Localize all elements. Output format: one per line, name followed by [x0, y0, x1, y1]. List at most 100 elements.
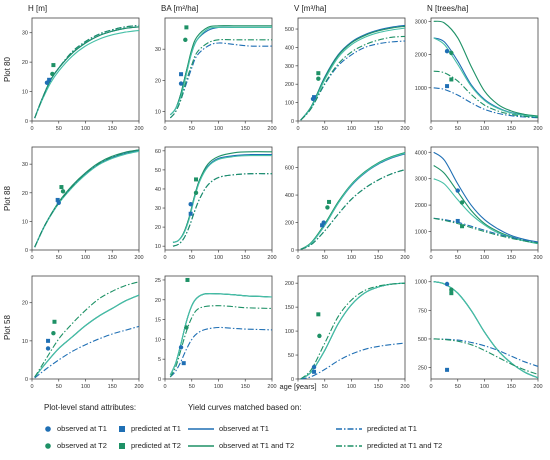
data-point	[188, 211, 193, 216]
series-line	[34, 24, 140, 119]
column-title: N [trees/ha]	[427, 4, 468, 13]
x-tick-label: 50	[455, 126, 461, 132]
data-point	[51, 331, 56, 336]
figure-svg: H [m] BA [m²/ha] V [m³/ha] N [trees/ha] Plot…	[3, 4, 543, 391]
x-tick-label: 150	[241, 126, 250, 132]
series-line	[169, 326, 273, 378]
series-line	[433, 338, 539, 367]
x-tick-label: 50	[322, 384, 328, 390]
data-point	[194, 177, 199, 182]
x-tick-label: 150	[507, 255, 516, 261]
panel-frame	[164, 17, 273, 122]
data-point	[47, 77, 52, 82]
x-tick-label: 100	[347, 126, 356, 132]
series-line	[169, 305, 273, 378]
x-tick-label: 200	[533, 384, 542, 390]
data-point	[455, 218, 460, 223]
panel-frame	[430, 275, 539, 380]
x-tick-label: 100	[81, 255, 90, 261]
x-tick-label: 50	[56, 255, 62, 261]
data-point	[185, 277, 190, 282]
y-tick-label: 300	[285, 64, 294, 70]
column-title: V [m³/ha]	[294, 4, 326, 13]
x-tick-label: 0	[429, 126, 432, 132]
data-point	[184, 325, 189, 330]
x-tick-label: 50	[322, 255, 328, 261]
data-point	[50, 71, 55, 77]
panel-frame	[297, 275, 406, 380]
y-tick-label: 60	[155, 149, 161, 155]
data-point	[181, 361, 186, 366]
x-tick-label: 50	[189, 255, 195, 261]
y-tick-label: 20	[155, 298, 161, 304]
column-title: BA [m²/ha]	[161, 4, 198, 13]
y-tick-label: 20	[22, 301, 28, 307]
series-line	[172, 173, 273, 247]
x-tick-label: 0	[163, 255, 166, 261]
y-tick-label: 500	[285, 27, 294, 33]
x-tick-label: 50	[56, 126, 62, 132]
x-tick-label: 50	[189, 126, 195, 132]
y-tick-label: 0	[158, 377, 161, 383]
series-line	[300, 282, 406, 380]
data-point	[193, 190, 199, 195]
panel: 0 50 100 150 200 0 5 10 15 20 25	[155, 275, 277, 390]
data-point	[52, 319, 57, 324]
data-point	[178, 81, 184, 86]
data-point	[459, 200, 465, 205]
y-tick-label: 10	[22, 339, 28, 345]
legend-item-obs-t1: observed at T1	[44, 424, 107, 433]
legend-item-curve-obs-t1: observed at T1	[188, 424, 269, 433]
panel-frame	[164, 146, 273, 251]
y-tick-label: 1000	[415, 230, 427, 236]
panel: 0 50 100 150 200 0 10 20 30	[22, 146, 144, 261]
y-tick-label: 20	[155, 78, 161, 84]
data-point	[317, 333, 322, 339]
x-tick-label: 0	[30, 255, 33, 261]
x-tick-label: 100	[480, 255, 489, 261]
data-point	[327, 199, 332, 204]
x-tick-label: 0	[296, 384, 299, 390]
column-title: H [m]	[28, 4, 47, 13]
series-line	[34, 149, 140, 248]
series-line	[34, 149, 140, 248]
series-line	[34, 29, 140, 119]
y-tick-label: 0	[25, 377, 28, 383]
panel: 0 50 100 150 200 0 50 100 150 200	[285, 275, 410, 390]
data-point	[444, 281, 450, 287]
data-point	[312, 95, 317, 100]
series-line	[169, 26, 272, 116]
series-line	[433, 338, 539, 375]
x-tick-label: 100	[214, 255, 223, 261]
x-tick-label: 0	[30, 384, 33, 390]
y-tick-label: 30	[22, 162, 28, 168]
series-line	[300, 27, 406, 121]
x-tick-label: 150	[108, 384, 117, 390]
row-title: Plot 88	[3, 185, 12, 210]
x-tick-label: 200	[134, 384, 143, 390]
series-line	[34, 24, 140, 119]
y-tick-label: 3000	[415, 19, 427, 25]
series-line	[433, 151, 539, 243]
series-line	[433, 70, 539, 118]
data-point	[188, 202, 193, 207]
series-line	[433, 281, 539, 379]
data-point	[455, 188, 460, 193]
series-line	[300, 35, 406, 121]
panel-frame	[31, 275, 140, 380]
legend-label: predicted at T1	[367, 424, 417, 433]
series-line	[169, 42, 273, 119]
y-tick-label: 4000	[415, 150, 427, 156]
y-tick-label: 0	[25, 248, 28, 254]
legend-label: predicted at T2	[131, 441, 181, 450]
series-line	[300, 169, 406, 250]
series-line	[34, 281, 140, 378]
y-tick-label: 500	[418, 337, 427, 343]
series-line	[433, 87, 539, 119]
x-tick-label: 150	[108, 255, 117, 261]
y-tick-label: 750	[418, 308, 427, 314]
series-line	[300, 152, 406, 250]
x-tick-label: 200	[267, 255, 276, 261]
x-tick-label: 150	[374, 126, 383, 132]
series-line	[433, 217, 539, 244]
